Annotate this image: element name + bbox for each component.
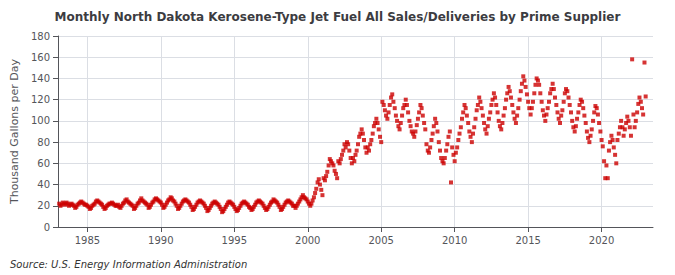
svg-text:100: 100 <box>31 115 50 126</box>
svg-text:0: 0 <box>44 222 50 233</box>
svg-text:2010: 2010 <box>442 235 467 246</box>
svg-text:2000: 2000 <box>295 235 320 246</box>
svg-text:Source: U.S. Energy Informatio: Source: U.S. Energy Information Administ… <box>10 259 247 270</box>
svg-text:140: 140 <box>31 73 50 84</box>
svg-text:Thousand Gallons per Day: Thousand Gallons per Day <box>8 58 21 205</box>
svg-text:1990: 1990 <box>148 235 173 246</box>
svg-text:2020: 2020 <box>589 235 614 246</box>
svg-text:1985: 1985 <box>75 235 100 246</box>
svg-text:1995: 1995 <box>222 235 247 246</box>
svg-text:160: 160 <box>31 52 50 63</box>
svg-text:20: 20 <box>37 200 50 211</box>
svg-text:120: 120 <box>31 94 50 105</box>
svg-text:2015: 2015 <box>515 235 540 246</box>
svg-text:40: 40 <box>37 179 50 190</box>
svg-text:60: 60 <box>37 158 50 169</box>
svg-text:2005: 2005 <box>368 235 393 246</box>
svg-text:80: 80 <box>37 137 50 148</box>
svg-text:180: 180 <box>31 31 50 42</box>
svg-text:Monthly North Dakota Kerosene-: Monthly North Dakota Kerosene-Type Jet F… <box>55 10 621 24</box>
